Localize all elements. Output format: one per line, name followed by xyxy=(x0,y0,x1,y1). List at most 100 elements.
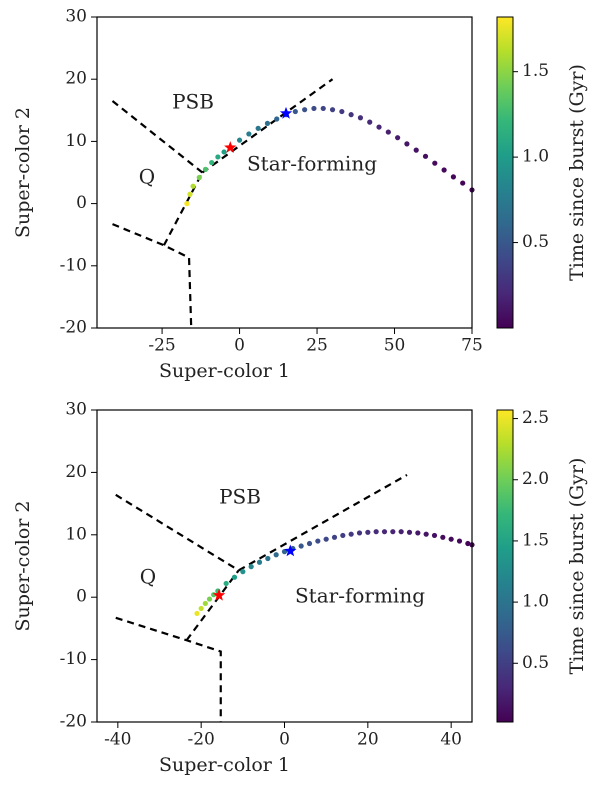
y-tick-label: -20 xyxy=(60,318,87,338)
colorbar-tick-label: 1.5 xyxy=(522,530,549,550)
track-point xyxy=(206,596,213,602)
y-tick-label: 30 xyxy=(65,400,87,420)
y-tick-label: 30 xyxy=(65,7,87,27)
track-point xyxy=(395,135,401,141)
track-point xyxy=(423,531,429,537)
track-point xyxy=(264,120,271,126)
plot xyxy=(111,78,475,329)
track-point xyxy=(357,115,364,121)
y-tick-label: -10 xyxy=(60,649,87,669)
region-label: Q xyxy=(139,165,155,189)
colorbar-tick-label: 2.0 xyxy=(522,469,549,489)
region-label: PSB xyxy=(172,90,214,114)
track-point xyxy=(302,107,308,113)
track-point xyxy=(465,540,471,547)
y-tick-label: -20 xyxy=(60,712,87,732)
track-point xyxy=(365,529,371,535)
track-point xyxy=(329,107,336,113)
region-label: PSB xyxy=(219,485,261,509)
y-tick-label: 20 xyxy=(65,69,87,89)
track-point xyxy=(460,180,466,186)
star-marker xyxy=(284,544,297,557)
colorbar-tick-label: 1.5 xyxy=(522,61,549,81)
track-point xyxy=(348,112,354,118)
track-point xyxy=(456,538,463,544)
track-point xyxy=(246,131,252,137)
star-marker xyxy=(212,588,226,601)
track-point xyxy=(448,536,454,542)
x-tick-label: 20 xyxy=(357,730,379,750)
colorbar-tick-label: 0.5 xyxy=(522,653,549,673)
colorbar-tick-label: 1.0 xyxy=(522,147,549,167)
track-point xyxy=(340,532,346,539)
x-tick-label: -20 xyxy=(187,730,214,750)
y-tick-label: 20 xyxy=(65,462,87,482)
track-point xyxy=(298,543,304,549)
track-point xyxy=(306,540,313,547)
track-point xyxy=(198,605,204,612)
track-point xyxy=(231,574,238,580)
x-axis-label: Super-color 1 xyxy=(159,754,290,776)
track-point xyxy=(415,530,421,536)
colorbar-label: Time since burst (Gyr) xyxy=(566,458,588,675)
track-point xyxy=(376,124,382,130)
track-point xyxy=(441,167,447,173)
colorbar xyxy=(496,409,514,723)
track-point xyxy=(311,105,317,112)
y-tick-label: -10 xyxy=(60,255,87,275)
track-point xyxy=(209,159,215,166)
colorbar-tick-label: 2.5 xyxy=(522,408,549,428)
track-point xyxy=(331,534,338,540)
region-boundary xyxy=(112,223,193,329)
x-tick-label: 0 xyxy=(279,730,290,750)
track-point xyxy=(320,105,326,112)
track-point xyxy=(390,529,396,535)
colorbar xyxy=(496,16,514,329)
region-label: Q xyxy=(140,565,156,589)
track-point xyxy=(190,183,196,189)
star-marker xyxy=(279,106,293,119)
track-point xyxy=(406,529,413,535)
track-point xyxy=(202,166,209,172)
track-point xyxy=(273,552,279,558)
track-point xyxy=(381,529,388,535)
track-point xyxy=(281,549,288,555)
colorbar-label: Time since burst (Gyr) xyxy=(566,64,588,281)
plot-frame xyxy=(96,16,473,329)
track-point xyxy=(248,564,254,570)
track-point xyxy=(196,174,202,181)
track-point xyxy=(274,116,280,122)
region-boundary xyxy=(162,171,204,246)
track-point xyxy=(356,530,363,536)
track-point xyxy=(373,529,379,535)
y-tick-label: 10 xyxy=(65,131,87,151)
star-marker xyxy=(224,141,237,153)
plot xyxy=(115,473,475,722)
y-tick-label: 10 xyxy=(65,524,87,544)
track-point xyxy=(323,536,329,542)
x-tick-label: -25 xyxy=(148,336,175,356)
colorbar-tick-label: 0.5 xyxy=(522,232,549,252)
x-tick-label: 50 xyxy=(384,336,406,356)
track-point xyxy=(255,125,261,131)
track-point xyxy=(450,174,457,180)
track-point xyxy=(440,534,446,540)
x-tick-label: 25 xyxy=(306,336,328,356)
track-point xyxy=(265,555,271,562)
region-boundary xyxy=(238,473,408,572)
region-label: Star-forming xyxy=(247,152,377,176)
y-axis-label: Super-color 2 xyxy=(12,501,34,632)
track-point xyxy=(413,147,419,153)
track-point xyxy=(221,149,227,155)
track-point xyxy=(348,531,354,537)
track-point xyxy=(194,610,200,617)
region-boundary xyxy=(185,569,240,641)
track-point xyxy=(398,529,404,535)
x-tick-label: -40 xyxy=(104,730,131,750)
x-tick-label: 0 xyxy=(234,336,245,356)
track-point xyxy=(404,141,410,147)
colorbar-tick-label: 1.0 xyxy=(522,592,549,612)
track-point xyxy=(215,154,221,160)
track-point xyxy=(431,532,438,539)
